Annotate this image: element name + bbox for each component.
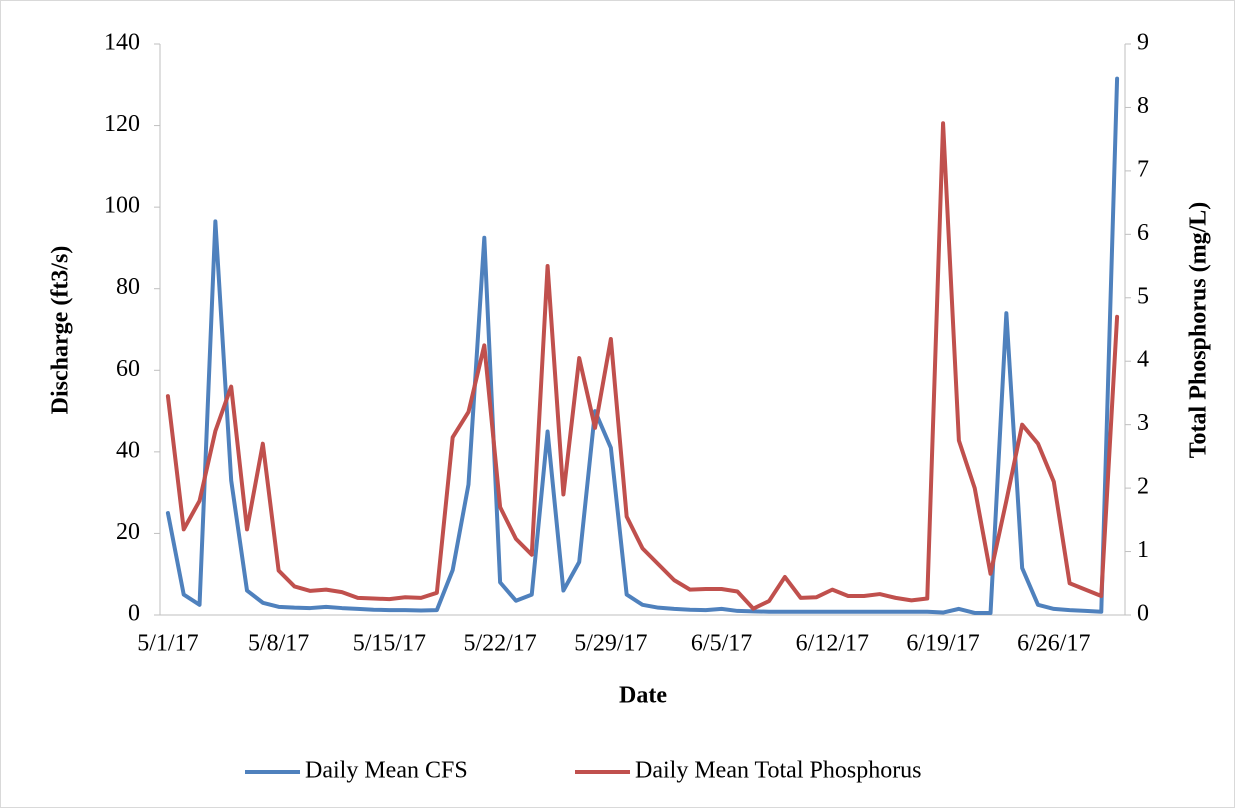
x-tick-label: 6/19/17	[906, 631, 979, 657]
y-tick-label: 80	[116, 274, 140, 300]
y-tick-label: 60	[116, 356, 140, 382]
x-tick-label: 6/26/17	[1017, 631, 1090, 657]
y2-tick-label: 0	[1137, 601, 1149, 627]
legend-label: Daily Mean CFS	[305, 758, 468, 784]
y-tick-label: 100	[104, 193, 140, 219]
x-axis-title: Date	[619, 683, 667, 709]
y-tick-label: 0	[128, 601, 140, 627]
y-axis-title: Discharge (ft3/s)	[48, 246, 74, 415]
y-tick-label: 20	[116, 519, 140, 545]
x-tick-label: 5/1/17	[137, 631, 198, 657]
y2-tick-label: 8	[1137, 93, 1149, 119]
y-tick-label: 140	[104, 30, 140, 56]
y2-tick-label: 1	[1137, 537, 1149, 563]
data-line	[165, 76, 1120, 615]
y2-tick-label: 7	[1137, 156, 1149, 182]
y2-axis-title: Total Phosphorus (mg/L)	[1186, 202, 1212, 459]
y-tick-label: 120	[104, 111, 140, 137]
x-tick-label: 5/15/17	[353, 631, 426, 657]
y2-tick-label: 6	[1137, 220, 1149, 246]
y2-tick-label: 2	[1137, 474, 1149, 500]
x-tick-label: 5/22/17	[463, 631, 536, 657]
x-tick-label: 5/8/17	[248, 631, 309, 657]
y-tick-label: 40	[116, 437, 140, 463]
x-tick-label: 6/5/17	[691, 631, 752, 657]
x-tick-label: 6/12/17	[796, 631, 869, 657]
y2-tick-label: 5	[1137, 283, 1149, 309]
y2-tick-label: 9	[1137, 30, 1149, 56]
x-tick-label: 5/29/17	[574, 631, 647, 657]
y2-tick-label: 3	[1137, 410, 1149, 436]
legend-label: Daily Mean Total Phosphorus	[635, 758, 922, 784]
data-line	[165, 121, 1120, 611]
y2-tick-label: 4	[1137, 347, 1149, 373]
